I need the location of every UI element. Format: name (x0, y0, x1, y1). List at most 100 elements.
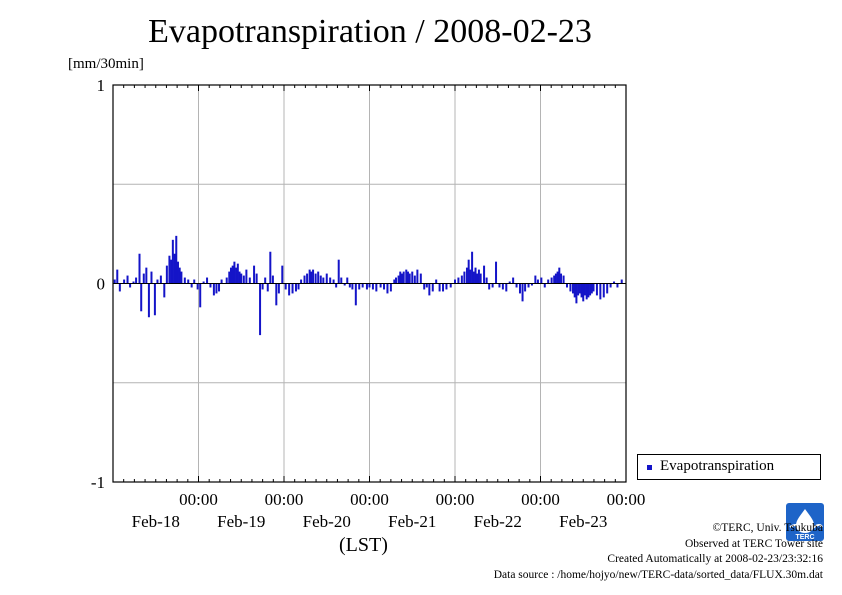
data-bar (218, 283, 221, 292)
data-bar (351, 283, 354, 290)
data-bar (118, 283, 121, 292)
data-bar (471, 251, 474, 284)
data-bar (337, 259, 340, 284)
y-tick-label: 1 (97, 76, 106, 95)
data-bar (132, 281, 135, 284)
data-bar (442, 283, 445, 292)
data-bar (395, 277, 398, 284)
data-bar (176, 261, 179, 284)
data-bar (527, 283, 530, 288)
data-bar (472, 271, 475, 284)
data-bar (590, 283, 593, 294)
data-bar (428, 283, 431, 296)
data-bar (463, 271, 466, 284)
data-bar (606, 283, 609, 294)
data-bar (438, 283, 441, 292)
data-bar (474, 267, 477, 284)
data-bar (312, 269, 315, 284)
data-bar (534, 275, 537, 284)
data-bar (245, 269, 248, 284)
data-bar (488, 283, 491, 290)
data-bar (521, 283, 524, 302)
data-bar (259, 283, 262, 336)
data-bar (469, 269, 472, 284)
tick-labels: -10100:00Feb-1800:00Feb-1900:00Feb-2000:… (91, 76, 646, 531)
data-bar (193, 279, 196, 284)
data-bar (483, 265, 486, 284)
data-bar (501, 283, 504, 290)
data-bar (425, 283, 428, 288)
data-bar (135, 277, 138, 284)
data-bar (477, 269, 480, 284)
data-bar (613, 281, 616, 284)
data-bar (389, 283, 392, 292)
data-bar (271, 275, 274, 284)
data-bar (178, 267, 181, 284)
data-bar (335, 283, 338, 288)
data-bar (582, 283, 585, 302)
data-bar (375, 283, 378, 292)
created-text: Created Automatically at 2008-02-23/23:3… (607, 553, 823, 566)
data-bar (281, 265, 284, 284)
data-bar (465, 267, 468, 284)
terc-logo-icon: TERC (786, 503, 824, 541)
x-tick-date-label: Feb-20 (303, 512, 351, 531)
data-bar (129, 283, 132, 288)
data-bar (554, 273, 557, 284)
y-axis-unit-label: [mm/30min] (68, 56, 144, 72)
data-bar (248, 277, 251, 284)
data-bar (209, 283, 212, 288)
data-bar (498, 283, 501, 288)
data-bar (583, 283, 586, 296)
legend-swatch (647, 465, 652, 470)
data-bar (406, 271, 409, 284)
data-bar (187, 279, 190, 284)
credits-block: ©TERC, Univ. Tsukuba Observed at TERC To… (494, 521, 823, 583)
data-bar (142, 273, 145, 284)
data-bar (524, 283, 527, 292)
data-bar (386, 283, 389, 294)
data-bar (165, 265, 168, 284)
data-bar (592, 283, 595, 292)
data-bar (365, 283, 368, 290)
data-bar (479, 273, 482, 284)
data-bar (445, 283, 448, 290)
data-bar (220, 279, 223, 284)
data-bar (261, 283, 264, 290)
data-bar (317, 271, 320, 284)
data-bar (558, 267, 561, 284)
logo-text: TERC (795, 534, 814, 541)
data-bar (170, 259, 173, 284)
data-bar (368, 283, 371, 288)
data-bar (123, 279, 126, 284)
data-bar (457, 277, 460, 284)
x-tick-date-label: Feb-18 (132, 512, 180, 531)
data-bar (310, 271, 313, 284)
x-tick-time-label: 00:00 (179, 490, 218, 509)
data-bar (505, 283, 508, 292)
data-bar (573, 283, 576, 298)
data-bar (616, 283, 619, 288)
data-bar (571, 283, 574, 294)
data-bar (240, 273, 243, 284)
legend-label: Evapotranspiration (660, 458, 775, 474)
y-tick-label: -1 (91, 473, 105, 492)
data-bar (199, 283, 202, 308)
data-bar (530, 283, 533, 286)
data-bar (485, 277, 488, 284)
data-bar (300, 279, 303, 284)
data-bar (145, 267, 148, 284)
x-tick-time-label: 00:00 (350, 490, 389, 509)
data-bar (413, 275, 416, 284)
data-bar (562, 275, 565, 284)
x-tick-time-label: 00:00 (607, 490, 646, 509)
data-bar (269, 251, 272, 284)
data-bar (156, 279, 159, 284)
data-bar (228, 271, 231, 284)
data-bar (153, 283, 156, 316)
data-bar (416, 269, 419, 284)
data-bar (206, 277, 209, 284)
data-bar (515, 283, 518, 288)
data-bar (476, 273, 479, 284)
